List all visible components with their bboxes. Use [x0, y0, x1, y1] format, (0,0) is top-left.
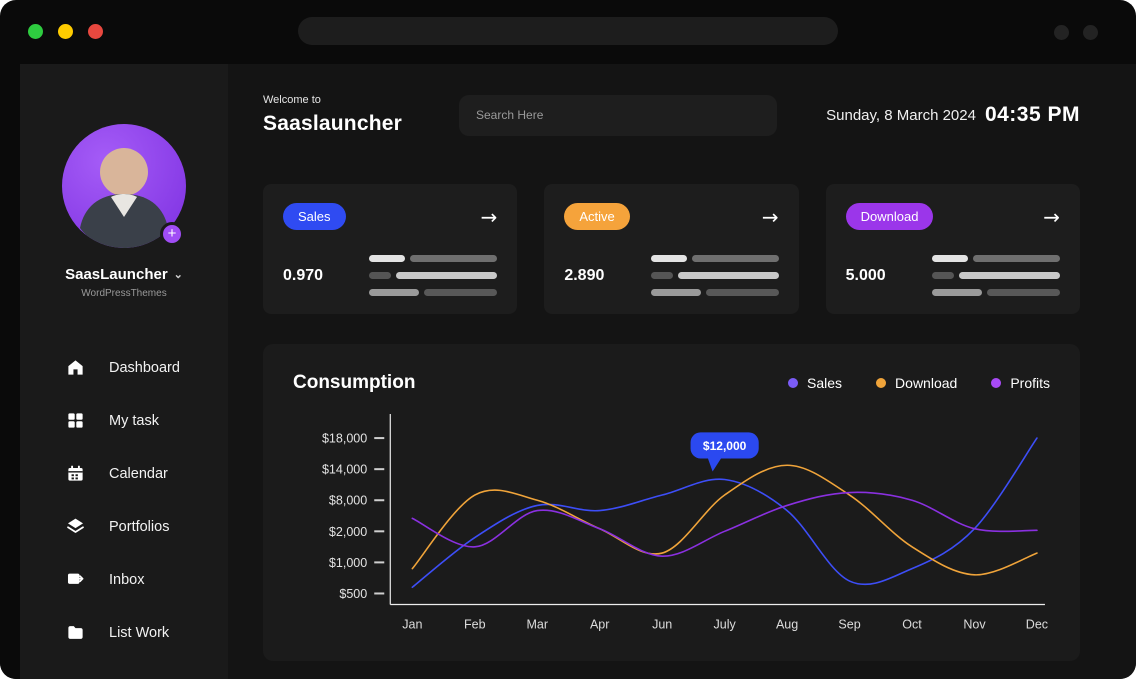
sidebar-item-label: Inbox: [109, 571, 145, 588]
series-line-sales: [411, 437, 1038, 589]
tooltip-label: $12,000: [703, 439, 747, 453]
sidebar-menu: Dashboard My task Calendar: [20, 341, 228, 659]
sidebar-item-my-task[interactable]: My task: [20, 394, 228, 447]
window-minimize-button[interactable]: [58, 24, 73, 39]
y-tick-label: $18,000: [322, 432, 367, 446]
x-tick-label: Sep: [838, 618, 860, 632]
legend-dot: [991, 378, 1002, 388]
placeholder-bars: [369, 255, 498, 296]
stat-value: 2.890: [564, 266, 605, 284]
consumption-chart: $500 $1,000 $2,000 $8,000 $14,000 $18,000 Jan F…: [322, 414, 1048, 632]
placeholder-bars: [650, 255, 779, 296]
titlebar: [0, 0, 1136, 64]
stat-value: 5.000: [845, 266, 886, 284]
folder-icon: [66, 623, 85, 642]
main-header: Welcome to Saaslauncher Sunday, 8 March …: [263, 94, 1080, 136]
datetime: Sunday, 8 March 2024 04:35 PM: [826, 103, 1080, 127]
consumption-card: Consumption Sales Download Profits: [263, 344, 1080, 661]
status-badge: Active: [564, 203, 630, 230]
chart-header: Consumption Sales Download Profits: [293, 372, 1050, 394]
x-tick-label: Oct: [902, 618, 922, 632]
send-icon: [66, 570, 85, 589]
x-tick-label: Feb: [464, 618, 486, 632]
x-tick-label: Aug: [776, 618, 798, 632]
profile-name: SaasLauncher: [65, 266, 168, 283]
status-badge: Sales: [283, 203, 346, 230]
avatar-illustration: [80, 148, 168, 248]
x-tick-label: Jun: [652, 618, 672, 632]
traffic-lights: [28, 24, 103, 39]
stat-cards: Sales → 0.970 Active: [263, 184, 1080, 314]
legend-item-sales[interactable]: Sales: [788, 375, 842, 391]
status-badge: Download: [845, 203, 934, 230]
layers-icon: [66, 517, 85, 536]
content-area: + SaasLauncher ⌄ WordPressThemes Dashboa…: [0, 64, 1136, 679]
titlebar-action-button-1[interactable]: [1054, 25, 1069, 40]
y-tick-label: $8,000: [329, 494, 367, 508]
profile-avatar[interactable]: +: [62, 124, 186, 248]
page-title: Saaslauncher: [263, 112, 402, 135]
sidebar-item-list-work[interactable]: List Work: [20, 606, 228, 659]
window-green-light[interactable]: [28, 24, 43, 39]
x-tick-label: Jan: [402, 618, 422, 632]
legend-dot: [876, 378, 887, 388]
chart-legend: Sales Download Profits: [788, 375, 1050, 391]
stat-card-sales: Sales → 0.970: [263, 184, 518, 314]
sidebar-item-inbox[interactable]: Inbox: [20, 553, 228, 606]
stat-card-download: Download → 5.000: [825, 184, 1080, 314]
chart-title: Consumption: [293, 372, 416, 393]
titlebar-actions: [1054, 25, 1098, 40]
arrow-right-icon[interactable]: →: [1043, 204, 1060, 229]
date-text: Sunday, 8 March 2024: [826, 106, 976, 124]
sidebar-item-dashboard[interactable]: Dashboard: [20, 341, 228, 394]
x-tick-label: July: [714, 618, 737, 632]
avatar: [62, 124, 186, 248]
legend-item-download[interactable]: Download: [876, 375, 957, 391]
y-tick-label: $500: [339, 587, 367, 601]
welcome-block: Welcome to Saaslauncher: [263, 94, 459, 136]
stat-value: 0.970: [283, 266, 324, 284]
profile-name-dropdown[interactable]: SaasLauncher ⌄: [65, 266, 183, 283]
x-tick-label: Apr: [590, 618, 609, 632]
sidebar-item-label: Calendar: [109, 465, 168, 482]
x-tick-label: Nov: [963, 618, 986, 632]
search-input[interactable]: [459, 94, 777, 136]
grid-icon: [66, 411, 85, 430]
profile-subtitle: WordPressThemes: [81, 288, 167, 299]
sidebar-item-calendar[interactable]: Calendar: [20, 447, 228, 500]
chart-tooltip: $12,000: [690, 432, 759, 472]
titlebar-action-button-2[interactable]: [1083, 25, 1098, 40]
chart-body: $500 $1,000 $2,000 $8,000 $14,000 $18,000 Jan F…: [293, 408, 1050, 639]
y-tick-label: $14,000: [322, 463, 367, 477]
x-tick-label: Mar: [526, 618, 548, 632]
sidebar-item-label: My task: [109, 412, 159, 429]
legend-dot: [788, 378, 799, 388]
sidebar-item-label: Portfolios: [109, 518, 170, 535]
calendar-icon: [66, 464, 85, 483]
welcome-text: Welcome to: [263, 94, 321, 106]
stat-card-active: Active → 2.890: [544, 184, 799, 314]
sidebar-item-label: Dashboard: [109, 359, 180, 376]
left-gutter: [0, 64, 20, 679]
sidebar-item-label: List Work: [109, 624, 170, 641]
sidebar: + SaasLauncher ⌄ WordPressThemes Dashboa…: [20, 64, 228, 679]
placeholder-bars: [931, 255, 1060, 296]
y-tick-label: $1,000: [329, 556, 367, 570]
window-close-button[interactable]: [88, 24, 103, 39]
add-avatar-button[interactable]: +: [160, 222, 184, 246]
arrow-right-icon[interactable]: →: [761, 204, 779, 229]
x-tick-label: Dec: [1026, 618, 1048, 632]
series-line-profits: [411, 491, 1038, 557]
main-panel: Welcome to Saaslauncher Sunday, 8 March …: [228, 64, 1136, 679]
y-tick-label: $2,000: [329, 525, 367, 539]
series-line-download: [411, 464, 1038, 576]
chevron-down-icon: ⌄: [173, 269, 183, 281]
legend-item-profits[interactable]: Profits: [991, 375, 1050, 391]
sidebar-item-portfolios[interactable]: Portfolios: [20, 500, 228, 553]
arrow-right-icon[interactable]: →: [480, 204, 498, 229]
titlebar-address-bar[interactable]: [298, 17, 838, 45]
home-icon: [66, 358, 85, 377]
time-text: 04:35 PM: [984, 103, 1080, 126]
